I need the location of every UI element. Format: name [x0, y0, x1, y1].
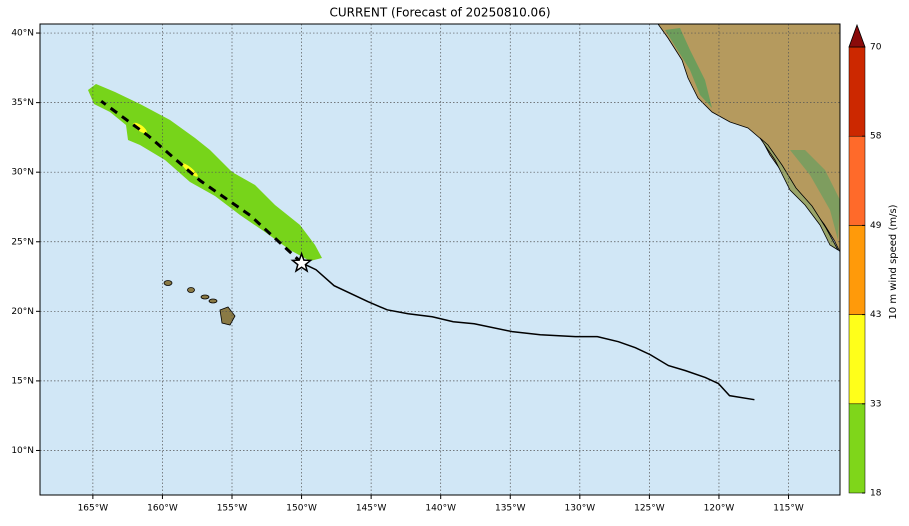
x-tick-label: 150°W — [286, 504, 317, 514]
x-tick-label: 140°W — [425, 504, 456, 514]
y-tick-label: 40°N — [11, 29, 34, 39]
y-tick-label: 15°N — [11, 376, 34, 386]
x-tick-label: 155°W — [217, 504, 248, 514]
x-tick-label: 135°W — [495, 504, 526, 514]
y-tick-label: 10°N — [11, 446, 34, 456]
x-tick-label: 115°W — [773, 504, 804, 514]
colorbar-tick-label: 49 — [870, 221, 882, 231]
colorbar-tick-label: 33 — [870, 399, 881, 409]
baja — [759, 137, 840, 252]
y-tick-label: 30°N — [11, 168, 34, 178]
x-tick-label: 160°W — [147, 504, 178, 514]
colorbar-tick-label: 70 — [870, 43, 882, 53]
map-area — [40, 24, 840, 495]
forecast-track — [100, 100, 303, 264]
y-tick-label: 25°N — [11, 237, 34, 247]
x-tick-label: 165°W — [78, 504, 109, 514]
graticule — [40, 24, 840, 495]
colorbar-tick-label: 58 — [870, 132, 882, 142]
land-green — [665, 28, 712, 108]
colorbar-segment — [848, 314, 866, 405]
colorbar-extend — [848, 23, 866, 48]
map-frame — [39, 23, 841, 496]
x-tick-label: 130°W — [565, 504, 596, 514]
x-tick-label: 145°W — [356, 504, 387, 514]
colorbar: 18 33 43 49 58 70 — [848, 23, 882, 499]
axis-labels: 165°W 160°W 155°W 150°W 145°W 140°W 135°W 130°W… — [11, 29, 804, 514]
y-tick-label: 35°N — [11, 98, 34, 108]
colorbar-label: 10 m wind speed (m/s) — [888, 204, 899, 319]
colorbar-segment — [848, 225, 866, 315]
x-tick-label: 125°W — [634, 504, 665, 514]
colorbar-segment — [848, 135, 866, 226]
colorbar-segment — [848, 46, 866, 137]
hawaii — [163, 280, 236, 326]
land-green — [790, 150, 840, 240]
colorbar-tick-label: 43 — [870, 310, 881, 320]
colorbar-segment — [848, 403, 866, 494]
y-tick-label: 20°N — [11, 307, 34, 317]
title: CURRENT (Forecast of 20250810.06) — [329, 6, 550, 20]
colorbar-tick-label: 18 — [870, 489, 882, 499]
tracks — [100, 100, 755, 401]
x-tick-label: 120°W — [704, 504, 735, 514]
past-track — [301, 262, 755, 401]
storm-position — [290, 251, 313, 273]
